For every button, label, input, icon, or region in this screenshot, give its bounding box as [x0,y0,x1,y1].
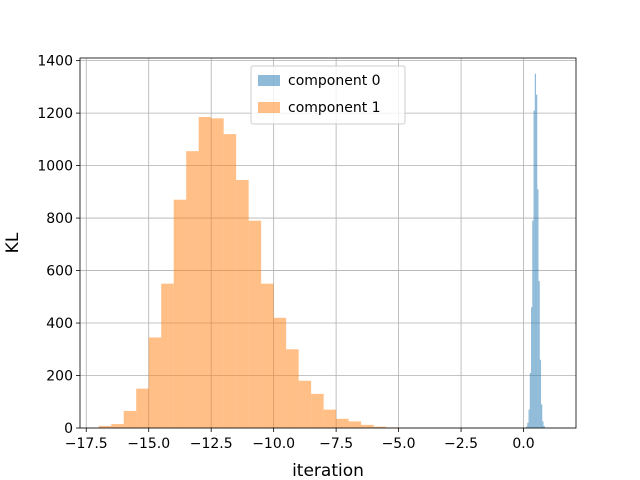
x-tick-label: −2.5 [444,436,478,452]
legend-swatch-component-1 [258,102,280,113]
y-tick-label: 600 [46,264,73,280]
histogram-bar-component-1 [273,317,287,428]
y-tick-label: 800 [46,211,73,227]
histogram-bar-component-1 [211,118,224,428]
x-tick-label: −7.5 [319,436,353,452]
histogram-bar-component-0 [539,359,542,428]
plot-frame [79,57,577,429]
legend-label-component-1: component 1 [288,100,381,116]
histogram-bar-component-1 [223,134,237,428]
histogram-bar-component-0 [541,404,543,428]
y-tick-label: 0 [64,421,73,437]
histogram-bar-component-0 [537,189,539,428]
x-tick-label: 0.0 [512,436,534,452]
x-axis-label: iteration [292,461,364,480]
histogram-bar-component-1 [336,418,349,428]
histogram-bar-component-1 [111,424,124,428]
legend-swatch-component-0 [258,75,280,86]
histogram-bar-component-1 [186,151,199,429]
histogram-bar-component-0 [532,220,534,428]
x-tick-label: −5.0 [382,436,416,452]
y-axis-ticks: 0 200 400 600 800 1000 1200 1400 [37,54,80,437]
y-tick-label: 1200 [37,106,73,122]
histogram-bar-component-0 [529,372,532,428]
histogram-bar-component-0 [527,422,529,428]
y-axis-label: KL [3,232,23,253]
histogram-bar-component-0 [538,281,540,428]
y-tick-label: 1000 [37,159,73,175]
histogram-bar-component-0 [543,425,545,428]
histogram-bar-component-0 [528,409,530,428]
histogram-bar-component-0 [526,426,528,428]
histogram-bar-component-1 [248,220,262,428]
histogram-bar-component-1 [198,117,212,429]
histogram-bar-component-0 [534,73,537,428]
histogram-bar-component-0 [533,110,535,428]
histogram-bars [98,73,545,429]
legend: component 0 component 1 [250,65,406,125]
histogram-bar-component-1 [173,199,187,428]
histogram-bar-component-1 [286,349,299,428]
histogram-bar-component-1 [261,283,274,428]
histogram-bar-component-1 [323,409,337,428]
histogram-bar-component-1 [373,426,387,428]
y-tick-label: 1400 [37,54,73,70]
histogram-bar-component-1 [161,283,174,428]
legend-label-component-0: component 0 [288,73,381,89]
legend-box [250,65,406,125]
x-tick-label: −10.0 [252,436,295,452]
x-tick-label: −15.0 [127,436,170,452]
histogram-bar-component-0 [536,94,538,429]
histogram-bar-component-1 [361,424,374,428]
histogram-bar-component-1 [136,388,149,428]
histogram-bar-component-1 [98,425,112,428]
histogram-bar-component-1 [348,421,362,428]
histogram-bar-component-1 [123,410,137,428]
y-tick-label: 200 [46,369,73,385]
histogram-bar-component-0 [542,421,544,428]
histogram-bar-component-1 [148,337,162,428]
y-tick-label: 400 [46,316,73,332]
x-tick-label: −17.5 [65,436,108,452]
histogram-bar-component-1 [236,180,249,428]
histogram-bar-component-1 [311,393,324,428]
x-tick-label: −12.5 [190,436,233,452]
x-axis-ticks: −17.5 −15.0 −12.5 −10.0 −7.5 −5.0 −2.5 0.0 [65,428,535,452]
histogram-bar-component-1 [298,380,312,428]
histogram-bar-component-0 [531,307,533,428]
